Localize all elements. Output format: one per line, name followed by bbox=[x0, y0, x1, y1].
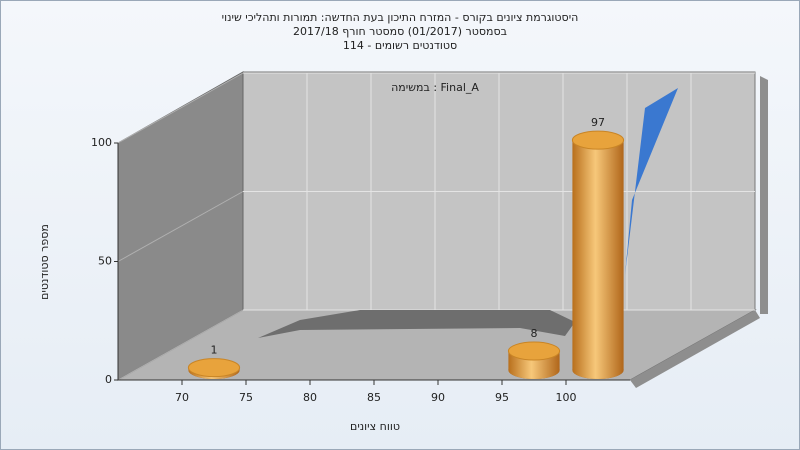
x-axis-label: טווח ציונים bbox=[350, 420, 400, 433]
bar-top bbox=[187, 358, 241, 378]
y-tick-label: 0 bbox=[105, 373, 112, 386]
y-tick-label: 50 bbox=[98, 255, 112, 268]
value-label: 8 bbox=[531, 327, 538, 340]
bar-base bbox=[572, 361, 624, 379]
series-ribbon bbox=[258, 310, 575, 338]
grid-line bbox=[117, 72, 244, 144]
value-label: 1 bbox=[211, 344, 218, 357]
bar bbox=[571, 130, 625, 379]
series-ribbon bbox=[625, 88, 678, 275]
chart-title: היסטוגרמת ציונים בקורס - המזרח התיכון בע… bbox=[222, 11, 579, 24]
chart-title: סטודנטים רשומים - 114 bbox=[343, 39, 457, 52]
x-tick-label: 95 bbox=[495, 391, 509, 404]
x-tick-label: 100 bbox=[556, 391, 577, 404]
x-tick-label: 80 bbox=[303, 391, 317, 404]
grid-line bbox=[117, 191, 244, 262]
y-axis-label: מספר סטודנטים bbox=[38, 224, 51, 300]
y-tick-label: 100 bbox=[91, 136, 112, 149]
floor-edge bbox=[630, 310, 760, 388]
x-tick-label: 90 bbox=[431, 391, 445, 404]
x-tick-label: 75 bbox=[239, 391, 253, 404]
value-label: 97 bbox=[591, 116, 605, 129]
bar-base bbox=[508, 361, 560, 379]
bar-top bbox=[507, 341, 561, 361]
bar-body bbox=[572, 140, 624, 370]
bar bbox=[507, 341, 561, 379]
grid-line bbox=[117, 309, 244, 381]
x-tick-label: 70 bbox=[175, 391, 189, 404]
chart-title: בסמסטר (01/2017) סמסטר חורף 2017/18 bbox=[293, 25, 507, 38]
wall-shadow bbox=[760, 76, 768, 314]
bar bbox=[187, 358, 241, 379]
annotation: במשימה : Final_A bbox=[391, 81, 479, 94]
x-tick-label: 85 bbox=[367, 391, 381, 404]
bar-top bbox=[571, 130, 625, 150]
